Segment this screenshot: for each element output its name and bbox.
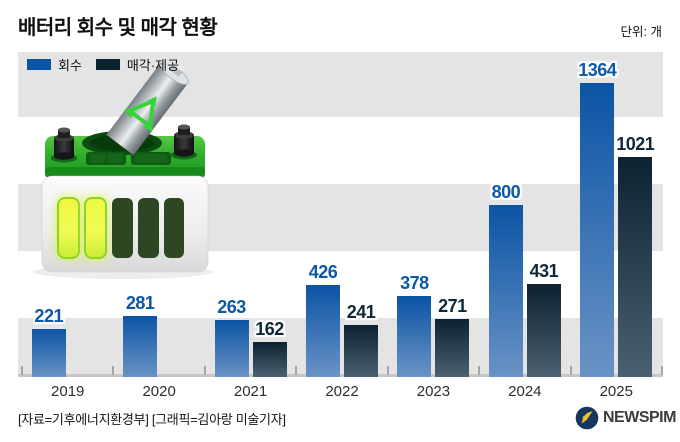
axis-tick <box>569 366 572 375</box>
bar-sale-2021 <box>252 342 287 377</box>
bar-value-sale-2024: 431 <box>529 261 559 281</box>
x-axis-label-2023: 2023 <box>416 383 451 400</box>
bar-value-sale-2022: 241 <box>346 302 376 322</box>
bar-recovery-2020 <box>123 316 158 377</box>
grid-band-1 <box>18 52 663 117</box>
bar-recovery-2024 <box>488 205 523 377</box>
legend-swatch-recovery <box>27 59 51 70</box>
bar-recovery-2022 <box>306 285 340 377</box>
bar-recovery-2019 <box>31 329 66 377</box>
bar-value-sale-2023: 271 <box>438 296 467 316</box>
battery-terminal-right <box>171 124 197 160</box>
legend-label-recovery: 회수 <box>58 58 82 73</box>
x-axis-label-2020: 2020 <box>142 383 176 400</box>
legend-item-sale: 매각·제공 <box>95 55 180 74</box>
battery-cell-5 <box>164 198 184 258</box>
bar-value-recovery-2025: 1364 <box>578 60 617 80</box>
battery-cell-3 <box>112 198 133 258</box>
axis-tick <box>386 366 389 375</box>
recycle-icon <box>123 96 157 132</box>
bar-recovery-2025 <box>580 83 615 377</box>
x-axis-line <box>18 374 663 377</box>
bar-value-recovery-2020: 281 <box>125 293 155 313</box>
grid-band-3 <box>18 318 663 374</box>
axis-tick <box>21 366 23 375</box>
bar-value-sale-2025: 1021 <box>616 134 655 154</box>
x-axis-label-2022: 2022 <box>325 383 359 400</box>
x-axis-label-2019: 2019 <box>51 383 85 400</box>
axis-tick <box>478 366 481 375</box>
battery-cell-1 <box>57 197 80 259</box>
battery-terminal-left <box>51 127 77 163</box>
legend-label-sale: 매각·제공 <box>126 58 180 73</box>
bar-value-recovery-2019: 221 <box>34 306 63 326</box>
bar-value-recovery-2023: 378 <box>400 273 429 293</box>
recycle-battery-cell <box>106 66 189 156</box>
axis-tick <box>112 366 115 375</box>
x-axis-label-2021: 2021 <box>233 383 268 400</box>
battery-cell-2 <box>84 197 107 259</box>
chart-legend: 회수 매각·제공 <box>27 55 193 74</box>
page-title: 배터리 회수 및 매각 현황 <box>18 17 218 39</box>
bar-recovery-2021 <box>214 320 249 377</box>
newspim-logo-text: NEWSPIM <box>603 409 676 426</box>
x-axis-label-2024: 2024 <box>508 383 542 400</box>
bar-value-sale-2021: 162 <box>255 319 284 339</box>
bar-sale-2025 <box>618 157 653 377</box>
axis-tick <box>661 366 663 375</box>
x-axis-label-2025: 2025 <box>599 383 633 400</box>
bar-value-recovery-2021: 263 <box>217 297 246 317</box>
axis-tick <box>203 366 206 375</box>
unit-label: 단위: 개 <box>620 25 662 39</box>
bar-sale-2022 <box>344 325 378 377</box>
newspim-logo: NEWSPIM <box>575 406 676 430</box>
legend-swatch-sale <box>95 59 120 70</box>
legend-item-recovery: 회수 <box>27 55 82 74</box>
newspim-logo-icon <box>575 406 599 430</box>
bar-recovery-2023 <box>397 296 432 377</box>
source-credit: [자료=기후에너지환경부] [그래픽=김아랑 미술기자] <box>18 412 286 427</box>
axis-tick <box>295 366 298 375</box>
bar-value-recovery-2022: 426 <box>308 262 338 282</box>
bar-sale-2024 <box>526 284 561 377</box>
bar-value-recovery-2024: 800 <box>491 182 521 202</box>
battery-recycling-illustration <box>33 66 213 279</box>
bar-sale-2023 <box>435 319 470 377</box>
battery-cell-4 <box>138 198 159 258</box>
